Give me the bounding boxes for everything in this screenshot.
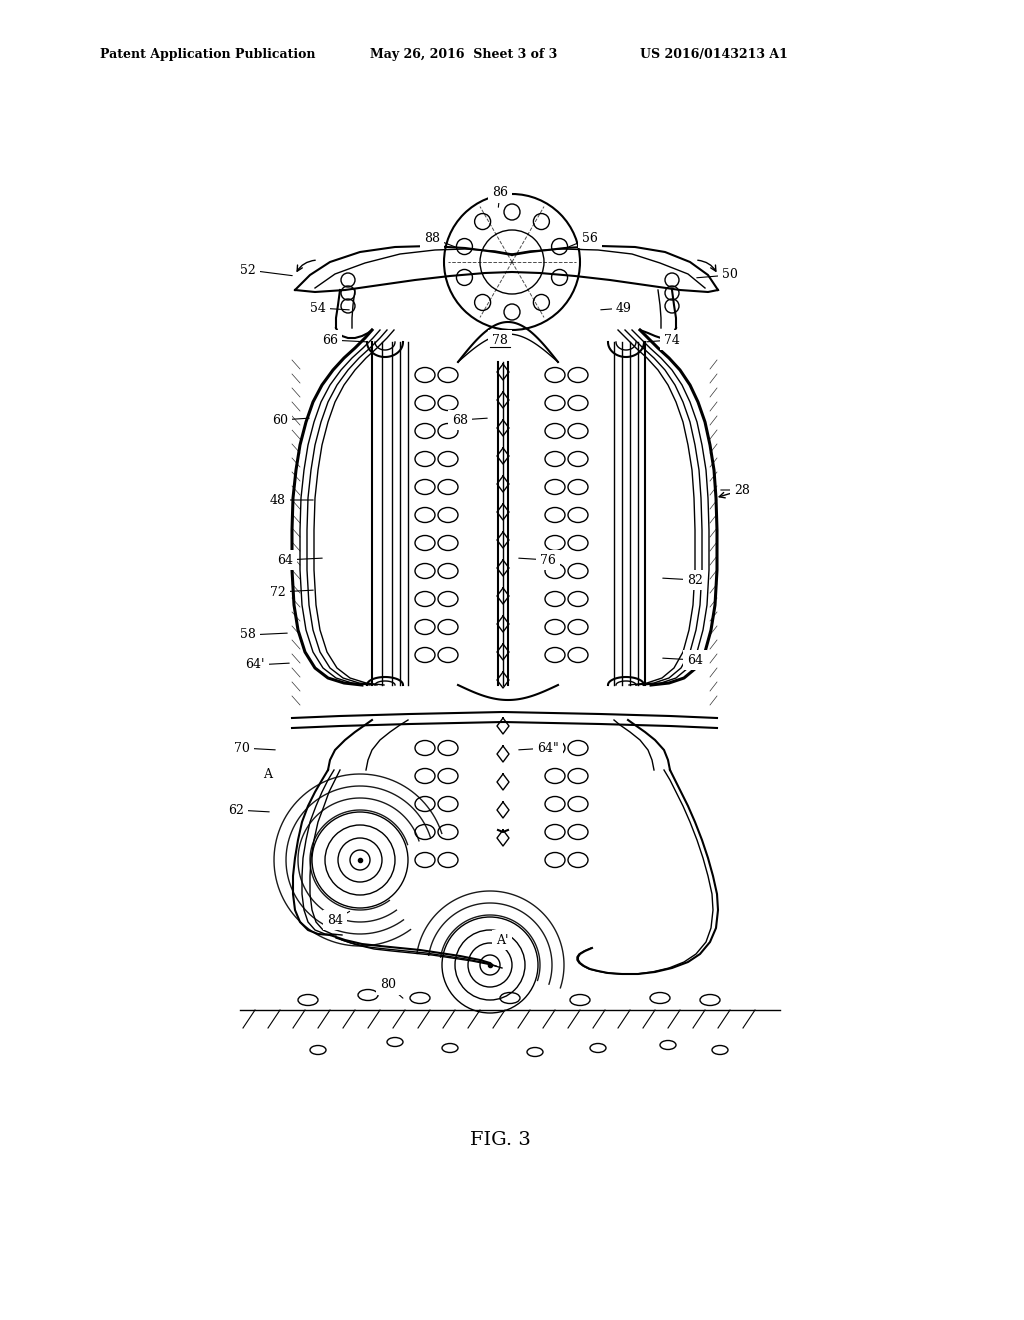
Text: 68: 68 — [452, 413, 468, 426]
Text: Patent Application Publication: Patent Application Publication — [100, 48, 315, 61]
Text: 28: 28 — [734, 483, 750, 496]
Text: 78: 78 — [493, 334, 508, 346]
Text: 64": 64" — [538, 742, 559, 755]
Text: 70: 70 — [234, 742, 250, 755]
Text: 58: 58 — [240, 628, 256, 642]
Text: A': A' — [496, 933, 508, 946]
Text: 64: 64 — [687, 653, 703, 667]
Text: 80: 80 — [380, 978, 396, 991]
Text: 86: 86 — [492, 186, 508, 199]
Text: 64': 64' — [246, 659, 265, 672]
Text: 66: 66 — [322, 334, 338, 346]
Text: 60: 60 — [272, 413, 288, 426]
Text: 76: 76 — [540, 553, 556, 566]
Text: 52: 52 — [240, 264, 256, 276]
Text: US 2016/0143213 A1: US 2016/0143213 A1 — [640, 48, 787, 61]
Text: 84: 84 — [327, 913, 343, 927]
Text: A: A — [263, 768, 272, 781]
Text: 49: 49 — [616, 301, 632, 314]
Text: 62: 62 — [228, 804, 244, 817]
Text: 56: 56 — [582, 231, 598, 244]
Text: 88: 88 — [424, 231, 440, 244]
Text: 74: 74 — [664, 334, 680, 346]
Text: 48: 48 — [270, 494, 286, 507]
Text: 72: 72 — [270, 586, 286, 598]
Text: 54: 54 — [310, 301, 326, 314]
Text: 64: 64 — [278, 553, 293, 566]
Text: 82: 82 — [687, 573, 702, 586]
Text: FIG. 3: FIG. 3 — [470, 1131, 530, 1148]
Text: 50: 50 — [722, 268, 738, 281]
Text: May 26, 2016  Sheet 3 of 3: May 26, 2016 Sheet 3 of 3 — [370, 48, 557, 61]
